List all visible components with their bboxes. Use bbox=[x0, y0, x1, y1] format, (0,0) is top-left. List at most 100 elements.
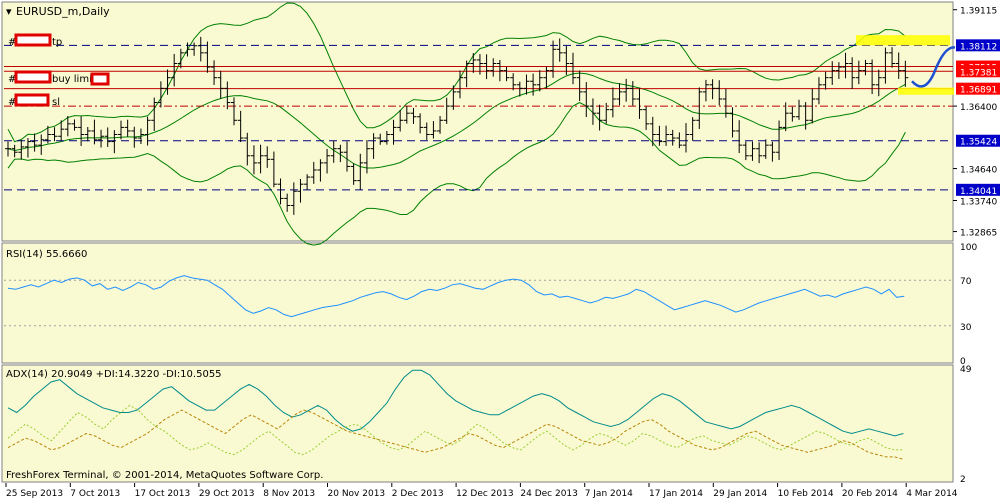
price-bar bbox=[270, 151, 277, 188]
price-bar bbox=[350, 163, 357, 185]
price-bar bbox=[749, 141, 756, 161]
price-bar bbox=[324, 148, 331, 174]
price-bar bbox=[842, 52, 849, 79]
price-bar bbox=[84, 127, 91, 142]
price-bar bbox=[875, 69, 882, 97]
price-bar bbox=[437, 115, 444, 134]
price-bar bbox=[177, 48, 184, 69]
price-bar bbox=[523, 74, 530, 95]
adx-series-adx bbox=[7, 369, 904, 437]
rsi-lines bbox=[4, 275, 953, 327]
price-bar bbox=[889, 47, 896, 68]
buy-limit-redaction-box-2 bbox=[90, 72, 110, 86]
sl-hash: # bbox=[8, 97, 16, 108]
price-bar bbox=[689, 117, 696, 141]
price-bar bbox=[11, 144, 18, 158]
copyright-text: FreshForex Terminal, © 2001-2014, MetaQu… bbox=[6, 470, 323, 481]
price-bar bbox=[596, 104, 603, 131]
buy-limit-highlight bbox=[898, 87, 954, 95]
price-bar bbox=[722, 88, 729, 118]
buy-limit-redaction-box bbox=[14, 70, 52, 84]
price-bar bbox=[616, 83, 623, 106]
price-bar bbox=[357, 153, 364, 190]
price-bar bbox=[869, 59, 876, 95]
price-bar bbox=[383, 130, 390, 145]
price-bar bbox=[563, 45, 570, 75]
rsi-panel bbox=[1, 242, 954, 364]
price-bar bbox=[683, 123, 689, 153]
time-axis-tick-label: 24 Dec 2013 bbox=[520, 489, 578, 499]
price-bar bbox=[204, 41, 211, 73]
price-bar bbox=[144, 116, 151, 146]
price-bar bbox=[244, 132, 251, 166]
time-axis-tick-label: 20 Nov 2013 bbox=[328, 489, 386, 499]
rsi-axis-tick-label: 30 bbox=[960, 323, 972, 333]
price-bar bbox=[284, 193, 291, 212]
price-bar bbox=[164, 69, 171, 95]
price-bars bbox=[5, 36, 909, 215]
adx-panel bbox=[1, 364, 954, 483]
price-bar bbox=[636, 88, 643, 119]
tp-label: tp bbox=[52, 37, 62, 48]
price-bar bbox=[98, 129, 105, 148]
adx-series-plusminus-di bbox=[7, 404, 904, 456]
price-bar bbox=[676, 132, 683, 149]
price-bar bbox=[822, 71, 829, 90]
price-bar bbox=[344, 141, 350, 172]
price-bar bbox=[217, 70, 224, 99]
price-bar bbox=[337, 144, 344, 163]
time-axis-tick-label: 17 Jan 2014 bbox=[649, 489, 703, 499]
price-bar bbox=[556, 38, 563, 62]
time-axis-background bbox=[0, 483, 1000, 500]
time-axis-tick-label: 20 Feb 2014 bbox=[842, 489, 898, 499]
price-bar bbox=[550, 40, 557, 78]
price-bar bbox=[118, 120, 124, 140]
price-bar bbox=[237, 110, 244, 143]
price-bar bbox=[31, 133, 38, 152]
price-bar bbox=[44, 125, 51, 144]
price-bar bbox=[104, 127, 111, 147]
price-bar bbox=[649, 116, 656, 147]
price-bar bbox=[330, 140, 337, 163]
horizontal-levels bbox=[4, 44, 953, 191]
price-bar bbox=[855, 60, 862, 85]
price-bar bbox=[629, 81, 636, 106]
price-bar bbox=[417, 113, 424, 134]
price-bar bbox=[443, 97, 450, 124]
price-bar bbox=[902, 60, 909, 87]
price-tag-label: 1.36891 bbox=[960, 86, 997, 96]
price-bar bbox=[656, 125, 663, 146]
price-bar bbox=[58, 120, 65, 141]
price-bar bbox=[543, 66, 550, 89]
price-bar bbox=[782, 102, 789, 132]
price-bar bbox=[463, 60, 470, 88]
price-tag bbox=[956, 134, 1000, 147]
price-bar bbox=[191, 42, 198, 56]
price-bar bbox=[24, 138, 31, 158]
time-axis-tick-label: 29 Jan 2014 bbox=[713, 489, 767, 499]
sl-redaction-box bbox=[14, 93, 50, 107]
price-bar bbox=[716, 80, 723, 106]
price-bar bbox=[696, 87, 703, 129]
price-bar bbox=[197, 36, 204, 62]
projection-arrow bbox=[911, 46, 956, 88]
price-tag-label: 1.34041 bbox=[960, 187, 997, 197]
rsi-axis-tick-label: 100 bbox=[960, 243, 977, 253]
price-bar bbox=[862, 59, 869, 76]
price-bar bbox=[536, 70, 543, 92]
price-bar bbox=[224, 81, 231, 110]
price-bar bbox=[457, 70, 463, 99]
price-bar bbox=[297, 178, 304, 203]
price-bar bbox=[277, 178, 284, 205]
price-bar bbox=[18, 140, 25, 160]
rsi-axis-tick-label: 70 bbox=[960, 277, 972, 287]
price-bar bbox=[363, 139, 370, 174]
price-bar bbox=[137, 128, 144, 144]
time-axis-tick-label: 10 Feb 2014 bbox=[778, 489, 834, 499]
bollinger-bands bbox=[7, 2, 906, 246]
price-bar bbox=[430, 121, 437, 139]
price-bar bbox=[835, 62, 842, 80]
price-bar bbox=[756, 142, 763, 164]
price-bar bbox=[5, 141, 11, 157]
